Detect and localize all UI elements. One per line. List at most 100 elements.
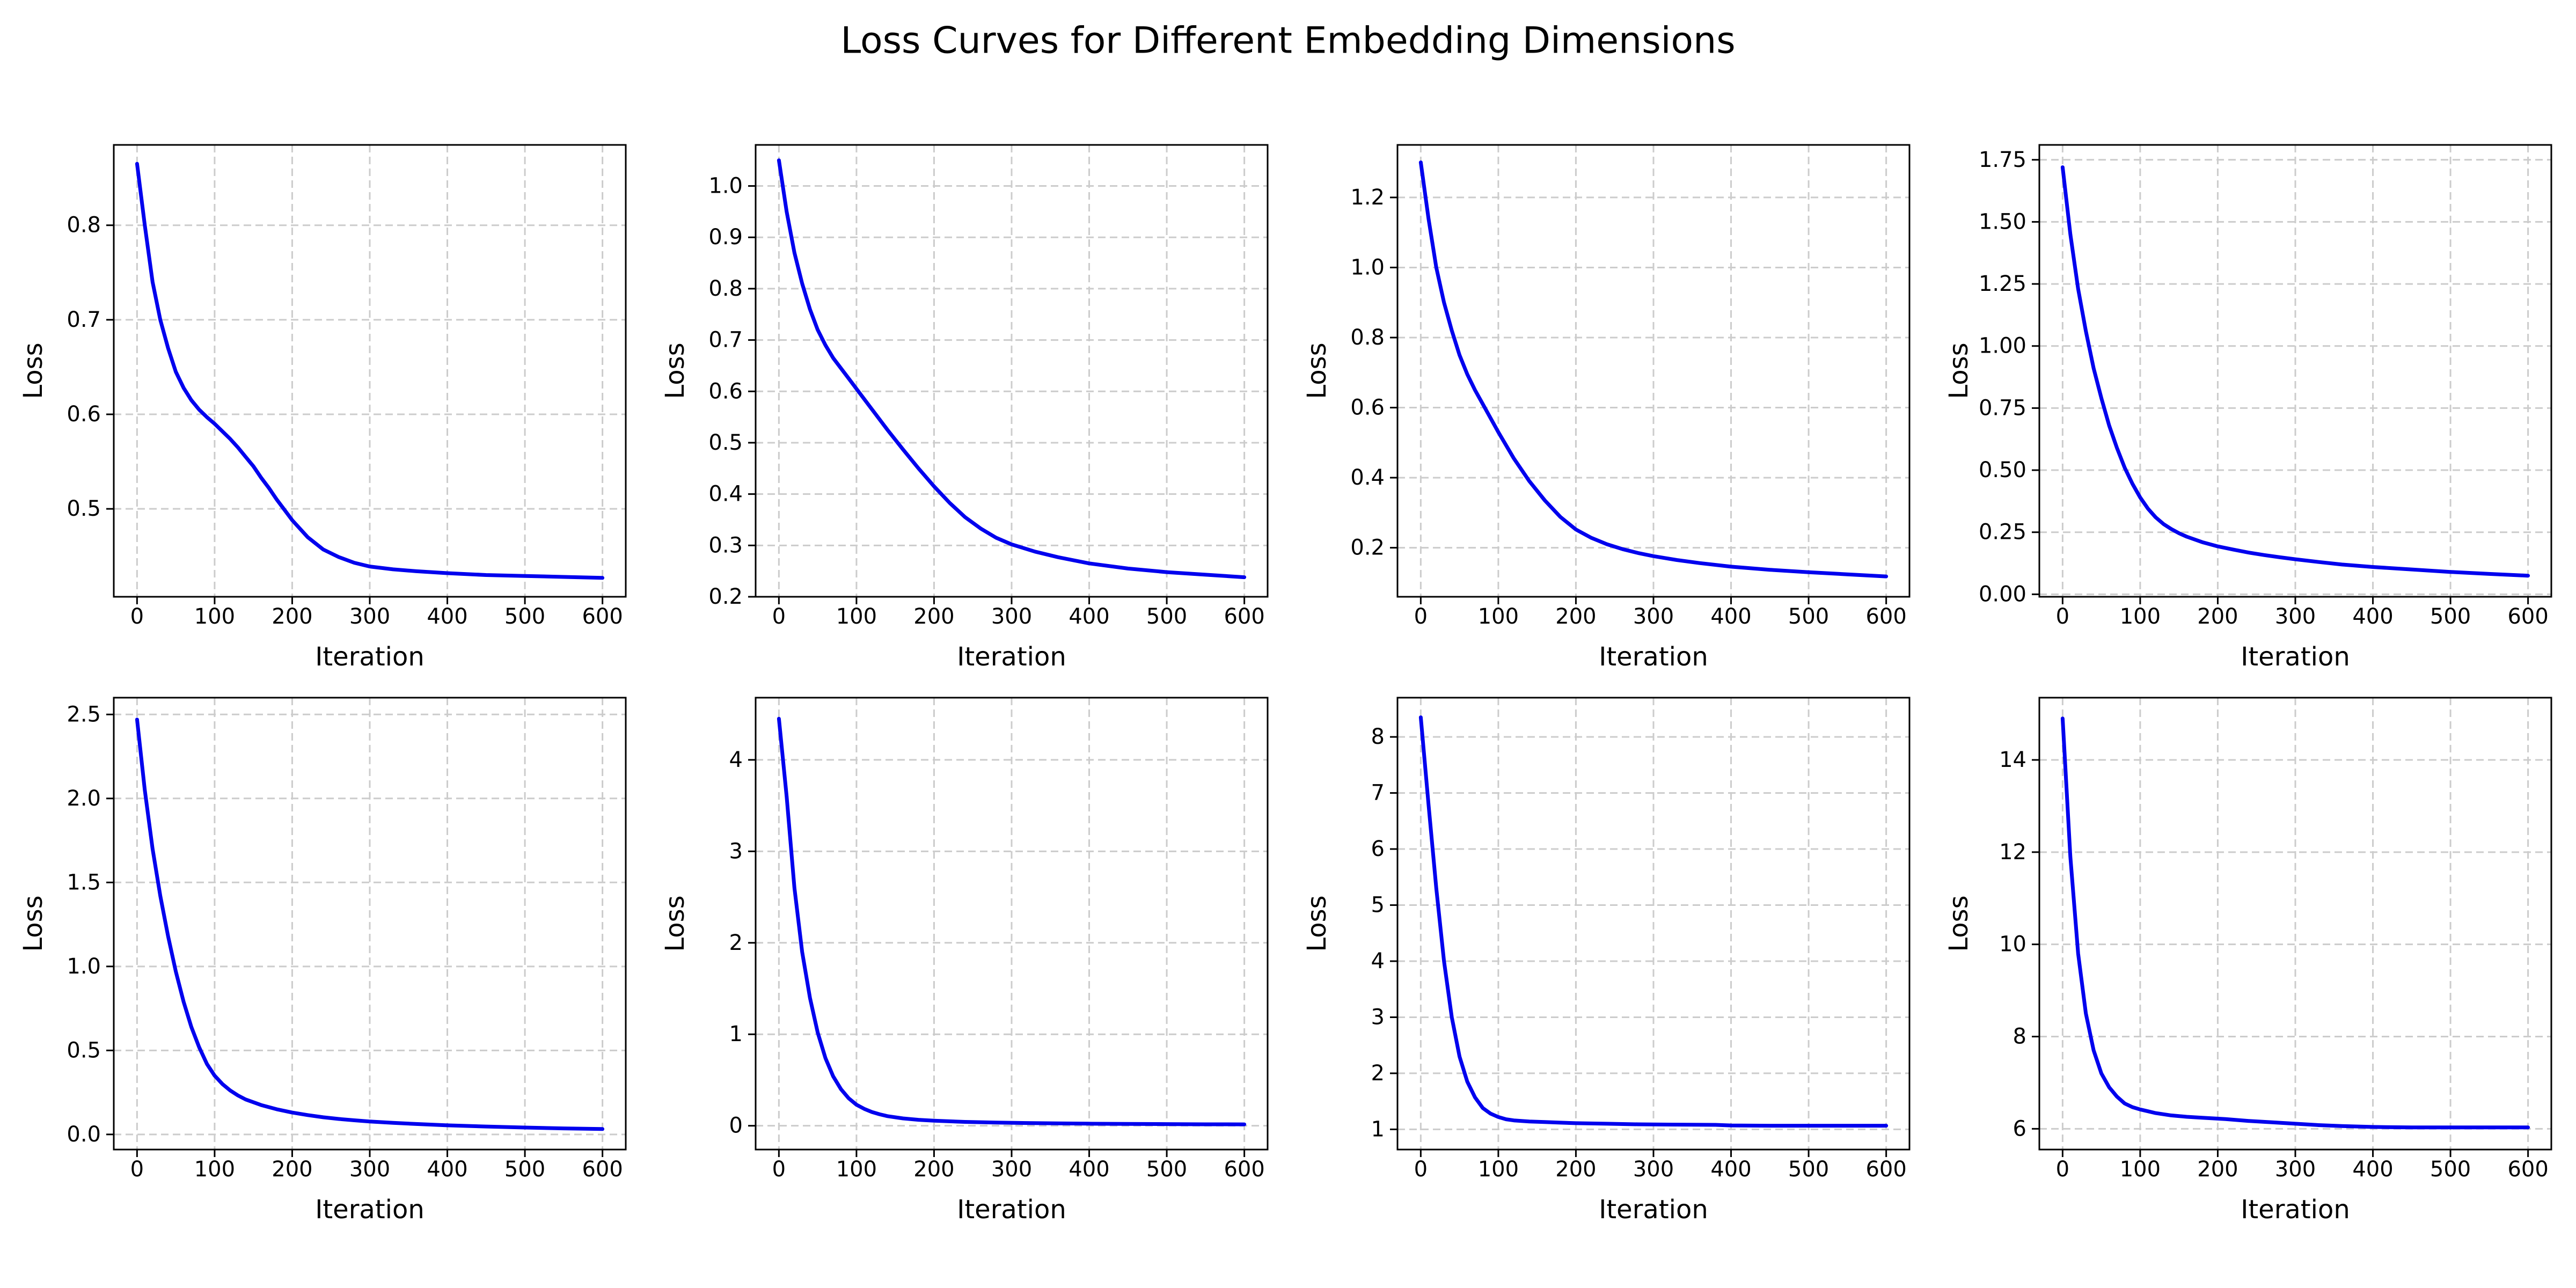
x-axis-label: Iteration xyxy=(957,1195,1066,1225)
x-tick-label: 600 xyxy=(582,604,623,629)
subplot-grid: 0 100 200 300 400 500 6000.50.60.70.8Iteration… xyxy=(18,144,2552,1225)
x-tick-label: 200 xyxy=(2197,1157,2238,1182)
x-axis-label: Iteration xyxy=(1599,642,1708,672)
y-tick-label: 0.8 xyxy=(1350,325,1385,350)
y-tick-label: 0.4 xyxy=(708,482,743,507)
y-tick-label: 2.5 xyxy=(67,702,101,727)
x-tick-label: 600 xyxy=(1865,1157,1906,1182)
y-tick-label: 1 xyxy=(1371,1117,1385,1141)
y-tick-label: 0.3 xyxy=(708,533,743,558)
x-tick-label: 0 xyxy=(772,604,786,629)
y-tick-label: 0.8 xyxy=(708,276,743,301)
x-tick-label: 400 xyxy=(1710,1157,1751,1182)
y-tick-label: 0.4 xyxy=(1350,465,1385,490)
y-axis-label: Loss xyxy=(660,342,690,399)
x-tick-label: 600 xyxy=(2507,1157,2548,1182)
x-tick-label: 400 xyxy=(1069,1157,1109,1182)
x-tick-label: 400 xyxy=(427,604,467,629)
y-tick-label: 10 xyxy=(1999,932,2026,957)
y-tick-label: 0.5 xyxy=(708,430,743,455)
subplot-6: 0 100 200 300 400 500 600 0 1 2 3 4 Iteration Loss xyxy=(660,697,1269,1225)
y-axis-label: Loss xyxy=(18,895,48,952)
y-tick-label: 8 xyxy=(2013,1024,2026,1049)
grid xyxy=(1397,698,1909,1150)
y-axis-label: Loss xyxy=(1302,342,1332,399)
x-tick-label: 500 xyxy=(1788,1157,1829,1182)
y-tick-label: 1.50 xyxy=(1979,209,2026,234)
x-tick-label: 300 xyxy=(1633,604,1674,629)
x-tick-label: 0 xyxy=(1414,1157,1428,1182)
x-tick-label: 100 xyxy=(194,1157,235,1182)
y-tick-label: 1.75 xyxy=(1979,148,2026,172)
y-tick-label: 0 xyxy=(729,1114,743,1138)
x-tick-label: 300 xyxy=(2275,604,2316,629)
y-tick-label: 4 xyxy=(729,748,743,772)
y-axis-label: Loss xyxy=(1302,895,1332,952)
y-axis-label: Loss xyxy=(1944,895,1974,952)
y-tick-label: 2 xyxy=(1371,1061,1385,1086)
x-tick-label: 300 xyxy=(991,604,1032,629)
x-tick-label: 600 xyxy=(582,1157,623,1182)
subplot-1: 0 100 200 300 400 500 600 0.5 0.6 0.7 0.8 Iteration… xyxy=(18,144,627,672)
x-tick-label: 200 xyxy=(1555,604,1596,629)
x-tick-label: 200 xyxy=(913,1157,954,1182)
y-tick-label: 0.7 xyxy=(67,308,101,332)
y-tick-label: 0.8 xyxy=(67,213,101,238)
y-axis-label: Loss xyxy=(660,895,690,952)
y-tick-label: 0.5 xyxy=(67,1038,101,1063)
x-tick-label: 0 xyxy=(1414,604,1428,629)
x-tick-label: 300 xyxy=(991,1157,1032,1182)
x-tick-label: 400 xyxy=(2352,1157,2393,1182)
y-tick-label: 1.2 xyxy=(1350,185,1385,210)
x-axis-label: Iteration xyxy=(2241,1195,2350,1225)
y-tick-label: 0.9 xyxy=(708,225,743,250)
x-tick-label: 100 xyxy=(1478,604,1519,629)
x-tick-label: 500 xyxy=(504,1157,545,1182)
x-axis-label: Iteration xyxy=(1599,1195,1708,1225)
y-tick-label: 0.6 xyxy=(67,402,101,427)
grid xyxy=(756,698,1268,1150)
x-tick-label: 200 xyxy=(1555,1157,1596,1182)
loss-curve xyxy=(777,716,1247,1126)
x-tick-label: 0 xyxy=(2056,604,2069,629)
loss-curve xyxy=(2060,165,2530,578)
x-tick-label: 600 xyxy=(1224,604,1264,629)
x-tick-label: 400 xyxy=(1069,604,1109,629)
y-tick-label: 8 xyxy=(1371,724,1385,749)
y-tick-label: 6 xyxy=(1371,837,1385,861)
y-tick-label: 14 xyxy=(1999,748,2026,772)
subplot-5: 0 100 200 300 400 500 600 0.0 0.5 1.0 1.5 2.0 2.5 Ite… xyxy=(18,697,627,1225)
y-tick-label: 1.5 xyxy=(67,870,101,895)
x-tick-label: 300 xyxy=(1633,1157,1674,1182)
subplot-8: 0 100 200 300 400 500 600 6 8 10 12 14 Iteration Loss xyxy=(1944,697,2552,1225)
x-tick-label: 500 xyxy=(504,604,545,629)
x-axis-label: Iteration xyxy=(315,642,425,672)
x-tick-label: 300 xyxy=(2275,1157,2316,1182)
y-tick-label: 0.6 xyxy=(1350,396,1385,420)
x-tick-label: 100 xyxy=(2120,604,2161,629)
loss-curve xyxy=(135,162,605,580)
y-tick-label: 1.25 xyxy=(1979,272,2026,296)
x-tick-label: 400 xyxy=(427,1157,467,1182)
y-tick-label: 3 xyxy=(1371,1005,1385,1029)
x-axis-label: Iteration xyxy=(957,642,1066,672)
loss-curve xyxy=(777,158,1247,580)
y-tick-label: 2.0 xyxy=(67,786,101,811)
subplot-7: 0 100 200 300 400 500 600 1 2 3 4 5 6 7 8 Iteration Loss xyxy=(1302,697,1911,1225)
y-tick-label: 0.0 xyxy=(67,1122,101,1147)
x-tick-label: 400 xyxy=(1710,604,1751,629)
x-axis-label: Iteration xyxy=(2241,642,2350,672)
x-tick-label: 200 xyxy=(272,1157,312,1182)
x-axis-label: Iteration xyxy=(315,1195,425,1225)
x-tick-label: 600 xyxy=(1224,1157,1264,1182)
x-tick-label: 500 xyxy=(1146,1157,1187,1182)
y-tick-label: 4 xyxy=(1371,949,1385,974)
x-tick-label: 500 xyxy=(2430,1157,2471,1182)
y-axis-label: Loss xyxy=(18,342,48,399)
y-tick-label: 1.0 xyxy=(67,954,101,979)
y-tick-label: 7 xyxy=(1371,781,1385,806)
x-tick-label: 500 xyxy=(1146,604,1187,629)
y-tick-label: 5 xyxy=(1371,893,1385,918)
